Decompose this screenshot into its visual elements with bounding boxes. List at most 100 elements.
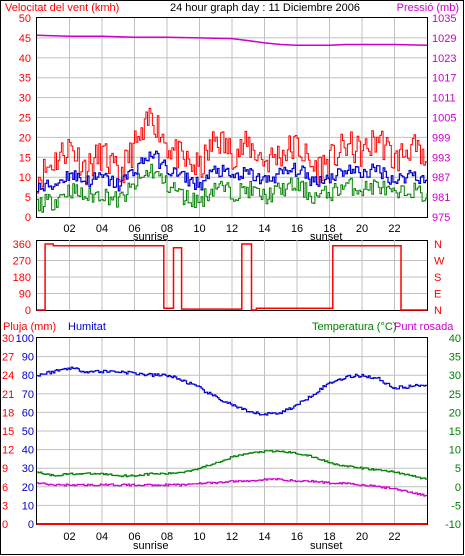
humitat-series-line: [37, 366, 428, 416]
punt-rosada-series-line: [37, 478, 428, 497]
rain-tick-label: 30: [2, 333, 14, 345]
wind-speed-tick-label: 15: [19, 152, 31, 164]
temperatura-series-line: [37, 450, 428, 480]
humidity-tick-label: 0: [28, 519, 34, 531]
rain-tick-label: 9: [2, 463, 8, 475]
humidity-tick-label: 70: [22, 389, 34, 401]
wind-speed-tick-label: 20: [19, 132, 31, 144]
wind-speed-tick-label: 5: [25, 192, 31, 204]
pressure-tick-label: 1029: [432, 33, 456, 45]
hour-tick-label: 12: [226, 531, 238, 543]
temperature-tick-label: 5: [455, 463, 461, 475]
direction-tick-label: 90: [19, 289, 31, 301]
pressure-series-line: [36, 34, 428, 46]
graph-title: 24 hour graph day : 11 Diciembre 2006: [170, 2, 360, 14]
rain-tick-label: 12: [2, 445, 14, 457]
compass-tick-label: W: [434, 256, 445, 268]
humidity-axis-label: Humitat: [68, 321, 106, 333]
rain-tick-label: 3: [2, 500, 8, 512]
compass-tick-label: S: [434, 272, 441, 284]
direction-tick-label: 360: [13, 239, 31, 251]
sunset-label: sunset: [310, 540, 342, 552]
humidity-tick-label: 40: [22, 445, 34, 457]
compass-tick-label: N: [434, 239, 442, 251]
wind-speed-tick-label: 40: [19, 53, 31, 65]
temperature-tick-label: 0: [455, 482, 461, 494]
temperature-tick-label: 25: [449, 389, 461, 401]
pressure-tick-label: 993: [432, 152, 450, 164]
panel-rain-humidity-temp: Pluja (mm) Humitat Temperatura (°C) Punt…: [2, 321, 461, 552]
pressure-axis-label: Pressió (mb): [397, 2, 459, 14]
hour-tick-label: 08: [161, 223, 173, 235]
rain-tick-label: 0: [2, 519, 8, 531]
temperature-tick-label: 30: [449, 370, 461, 382]
hour-tick-label: 10: [193, 531, 205, 543]
temperature-tick-label: -10: [445, 519, 461, 531]
dew-point-axis-label: Punt rosada: [394, 321, 454, 333]
panel-wind-pressure: Velocitat del vent (kmh) 24 hour graph d…: [5, 2, 459, 243]
pressure-tick-label: 1023: [432, 53, 456, 65]
temperature-tick-label: 10: [449, 445, 461, 457]
compass-tick-label: E: [434, 289, 441, 301]
gust-wind-series-line: [37, 107, 428, 194]
pressure-tick-label: 1011: [432, 93, 456, 105]
hour-tick-label: 16: [291, 223, 303, 235]
rain-axis-label: Pluja (mm): [3, 321, 56, 333]
hour-tick-label: 20: [356, 531, 368, 543]
rain-tick-label: 15: [2, 426, 14, 438]
hour-tick-label: 18: [323, 223, 335, 235]
hour-tick-label: 08: [161, 531, 173, 543]
wind-speed-tick-label: 0: [25, 212, 31, 224]
average-wind-series-line: [37, 150, 428, 193]
temperature-tick-label: 20: [449, 407, 461, 419]
wind-speed-tick-label: 25: [19, 113, 31, 125]
hour-tick-label: 02: [63, 531, 75, 543]
pressure-tick-label: 987: [432, 172, 450, 184]
wind-speed-tick-label: 45: [19, 33, 31, 45]
wind-speed-tick-label: 30: [19, 93, 31, 105]
pressure-tick-label: 1005: [432, 113, 456, 125]
wind-direction-series-line: [37, 243, 427, 311]
rain-tick-label: 24: [2, 370, 14, 382]
humidity-tick-label: 80: [22, 370, 34, 382]
pressure-tick-label: 1035: [432, 13, 456, 25]
direction-tick-label: 0: [25, 305, 31, 317]
rain-tick-label: 18: [2, 407, 14, 419]
humidity-tick-label: 60: [22, 407, 34, 419]
humidity-tick-label: 30: [22, 463, 34, 475]
sunrise-label: sunrise: [133, 540, 168, 552]
rain-tick-label: 27: [2, 352, 14, 364]
rain-tick-label: 6: [2, 482, 8, 494]
humidity-tick-label: 10: [22, 500, 34, 512]
hour-tick-label: 14: [258, 531, 270, 543]
direction-tick-label: 270: [13, 256, 31, 268]
hour-tick-label: 02: [63, 223, 75, 235]
hour-tick-label: 04: [96, 223, 108, 235]
humidity-tick-label: 50: [22, 426, 34, 438]
humidity-tick-label: 20: [22, 482, 34, 494]
humidity-tick-label: 90: [22, 352, 34, 364]
hour-tick-label: 20: [356, 223, 368, 235]
minimum-wind-series-line: [37, 163, 428, 213]
hour-tick-label: 22: [388, 223, 400, 235]
pressure-tick-label: 975: [432, 212, 450, 224]
hour-tick-label: 04: [96, 531, 108, 543]
pressure-tick-label: 999: [432, 132, 450, 144]
temperature-axis-label: Temperatura (°C): [312, 321, 396, 333]
wind-speed-axis-label: Velocitat del vent (kmh): [5, 2, 119, 14]
hour-tick-label: 06: [128, 223, 140, 235]
wind-speed-tick-label: 35: [19, 73, 31, 85]
hour-tick-label: 22: [388, 531, 400, 543]
wind-speed-tick-label: 10: [19, 172, 31, 184]
hour-tick-label: 14: [258, 223, 270, 235]
wind-speed-tick-label: 50: [19, 13, 31, 25]
pressure-tick-label: 981: [432, 192, 450, 204]
temperature-tick-label: 40: [449, 333, 461, 345]
humidity-tick-label: 100: [16, 333, 34, 345]
compass-tick-label: N: [434, 305, 442, 317]
hour-tick-label: 06: [128, 531, 140, 543]
temperature-tick-label: 15: [449, 426, 461, 438]
